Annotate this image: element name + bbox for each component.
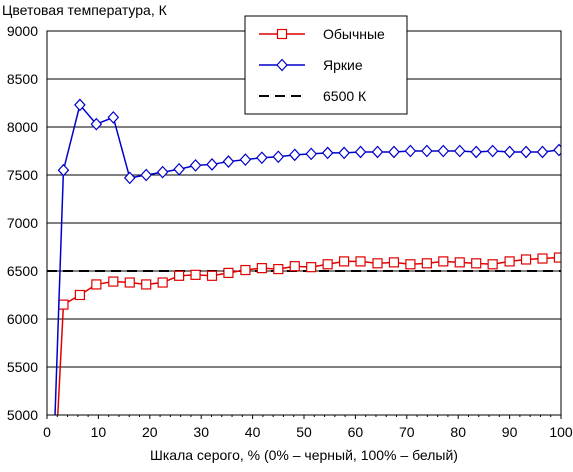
data-point (355, 256, 366, 267)
data-point (421, 144, 433, 158)
data-point (141, 279, 152, 290)
data-point (321, 146, 334, 160)
data-point (91, 279, 102, 290)
y-tick-label: 6000 (7, 311, 38, 327)
data-point (553, 252, 561, 263)
y-tick-label: 8000 (7, 119, 38, 135)
legend: Обычные Яркие 6500 К (244, 15, 408, 115)
data-point (371, 145, 384, 159)
data-point (107, 111, 120, 124)
chart-title: Цветовая температура, К (2, 2, 168, 18)
x-tick-label: 50 (296, 424, 312, 440)
data-point (372, 258, 383, 269)
grid-layer (47, 78, 561, 368)
data-point (58, 299, 69, 310)
data-point (223, 267, 234, 279)
data-point (536, 145, 549, 159)
y-tick-label: 7000 (7, 215, 38, 231)
legend-label: Яркие (323, 57, 363, 73)
data-point (322, 259, 333, 270)
data-point (273, 263, 284, 275)
y-tick-label: 5500 (7, 359, 38, 375)
x-tick-label: 30 (193, 424, 209, 440)
data-point (338, 256, 350, 267)
data-point (354, 145, 367, 159)
data-point (157, 277, 168, 288)
x-tick-label: 60 (348, 424, 364, 440)
data-point (454, 257, 465, 268)
data-point (404, 144, 417, 158)
data-point (306, 262, 317, 273)
data-point (503, 145, 516, 159)
data-point (189, 159, 202, 172)
data-point (437, 144, 450, 158)
data-point (289, 261, 300, 272)
data-point (272, 150, 285, 164)
series-layer (47, 98, 561, 415)
data-point (256, 151, 268, 165)
x-tick-label: 80 (450, 424, 466, 440)
legend-marker (276, 58, 288, 72)
data-point (123, 171, 136, 185)
data-point (405, 259, 416, 270)
data-point (504, 256, 515, 267)
data-point (305, 147, 318, 161)
data-point (124, 277, 135, 288)
legend-marker (276, 28, 288, 40)
series-square (57, 252, 561, 415)
x-tick-label: 40 (245, 424, 261, 440)
data-point (470, 145, 483, 159)
data-point (486, 144, 499, 158)
data-point (520, 145, 532, 159)
y-tick-label: 9000 (7, 23, 38, 39)
data-point (553, 143, 561, 157)
data-point (240, 264, 251, 276)
series-diamond (54, 98, 561, 415)
data-point (173, 270, 185, 281)
y-tick-label: 8500 (7, 71, 38, 87)
data-point (256, 263, 267, 274)
data-point (190, 269, 201, 280)
legend-label: Обычные (323, 26, 385, 42)
x-tick-label: 0 (43, 424, 51, 440)
x-tick-label: 10 (91, 424, 107, 440)
data-point (140, 168, 153, 182)
legend-label: 6500 К (323, 88, 367, 104)
x-axis-title: Шкала серого, % (0% – черный, 100% – бел… (150, 447, 458, 463)
data-point (222, 155, 235, 168)
x-tick-label: 70 (399, 424, 415, 440)
y-tick-label: 5000 (7, 407, 38, 423)
data-point (487, 259, 498, 270)
data-point (173, 162, 185, 176)
data-point (206, 270, 218, 281)
data-point (453, 144, 466, 158)
x-tick-label: 20 (142, 424, 158, 440)
data-point (421, 258, 432, 269)
x-tick-label: 100 (549, 424, 573, 440)
y-tick-label: 7500 (7, 167, 38, 183)
data-point (108, 276, 119, 287)
data-point (206, 158, 218, 171)
data-point (520, 254, 532, 265)
data-point (239, 153, 252, 167)
data-point (74, 98, 86, 112)
data-point (388, 257, 400, 268)
data-point (438, 256, 449, 267)
data-point (288, 148, 301, 162)
data-point (388, 145, 400, 159)
x-tick-label: 90 (502, 424, 518, 440)
data-point (90, 117, 103, 131)
tick-layer: 5000 5500 6000 6500 7000 7500 8000 8500 9000 0 10 2… (7, 23, 573, 440)
data-point (471, 258, 482, 269)
data-point (74, 289, 85, 301)
data-point (338, 146, 350, 160)
data-point (57, 163, 70, 177)
data-point (156, 165, 169, 179)
y-tick-label: 6500 (7, 263, 38, 279)
data-point (537, 253, 548, 264)
